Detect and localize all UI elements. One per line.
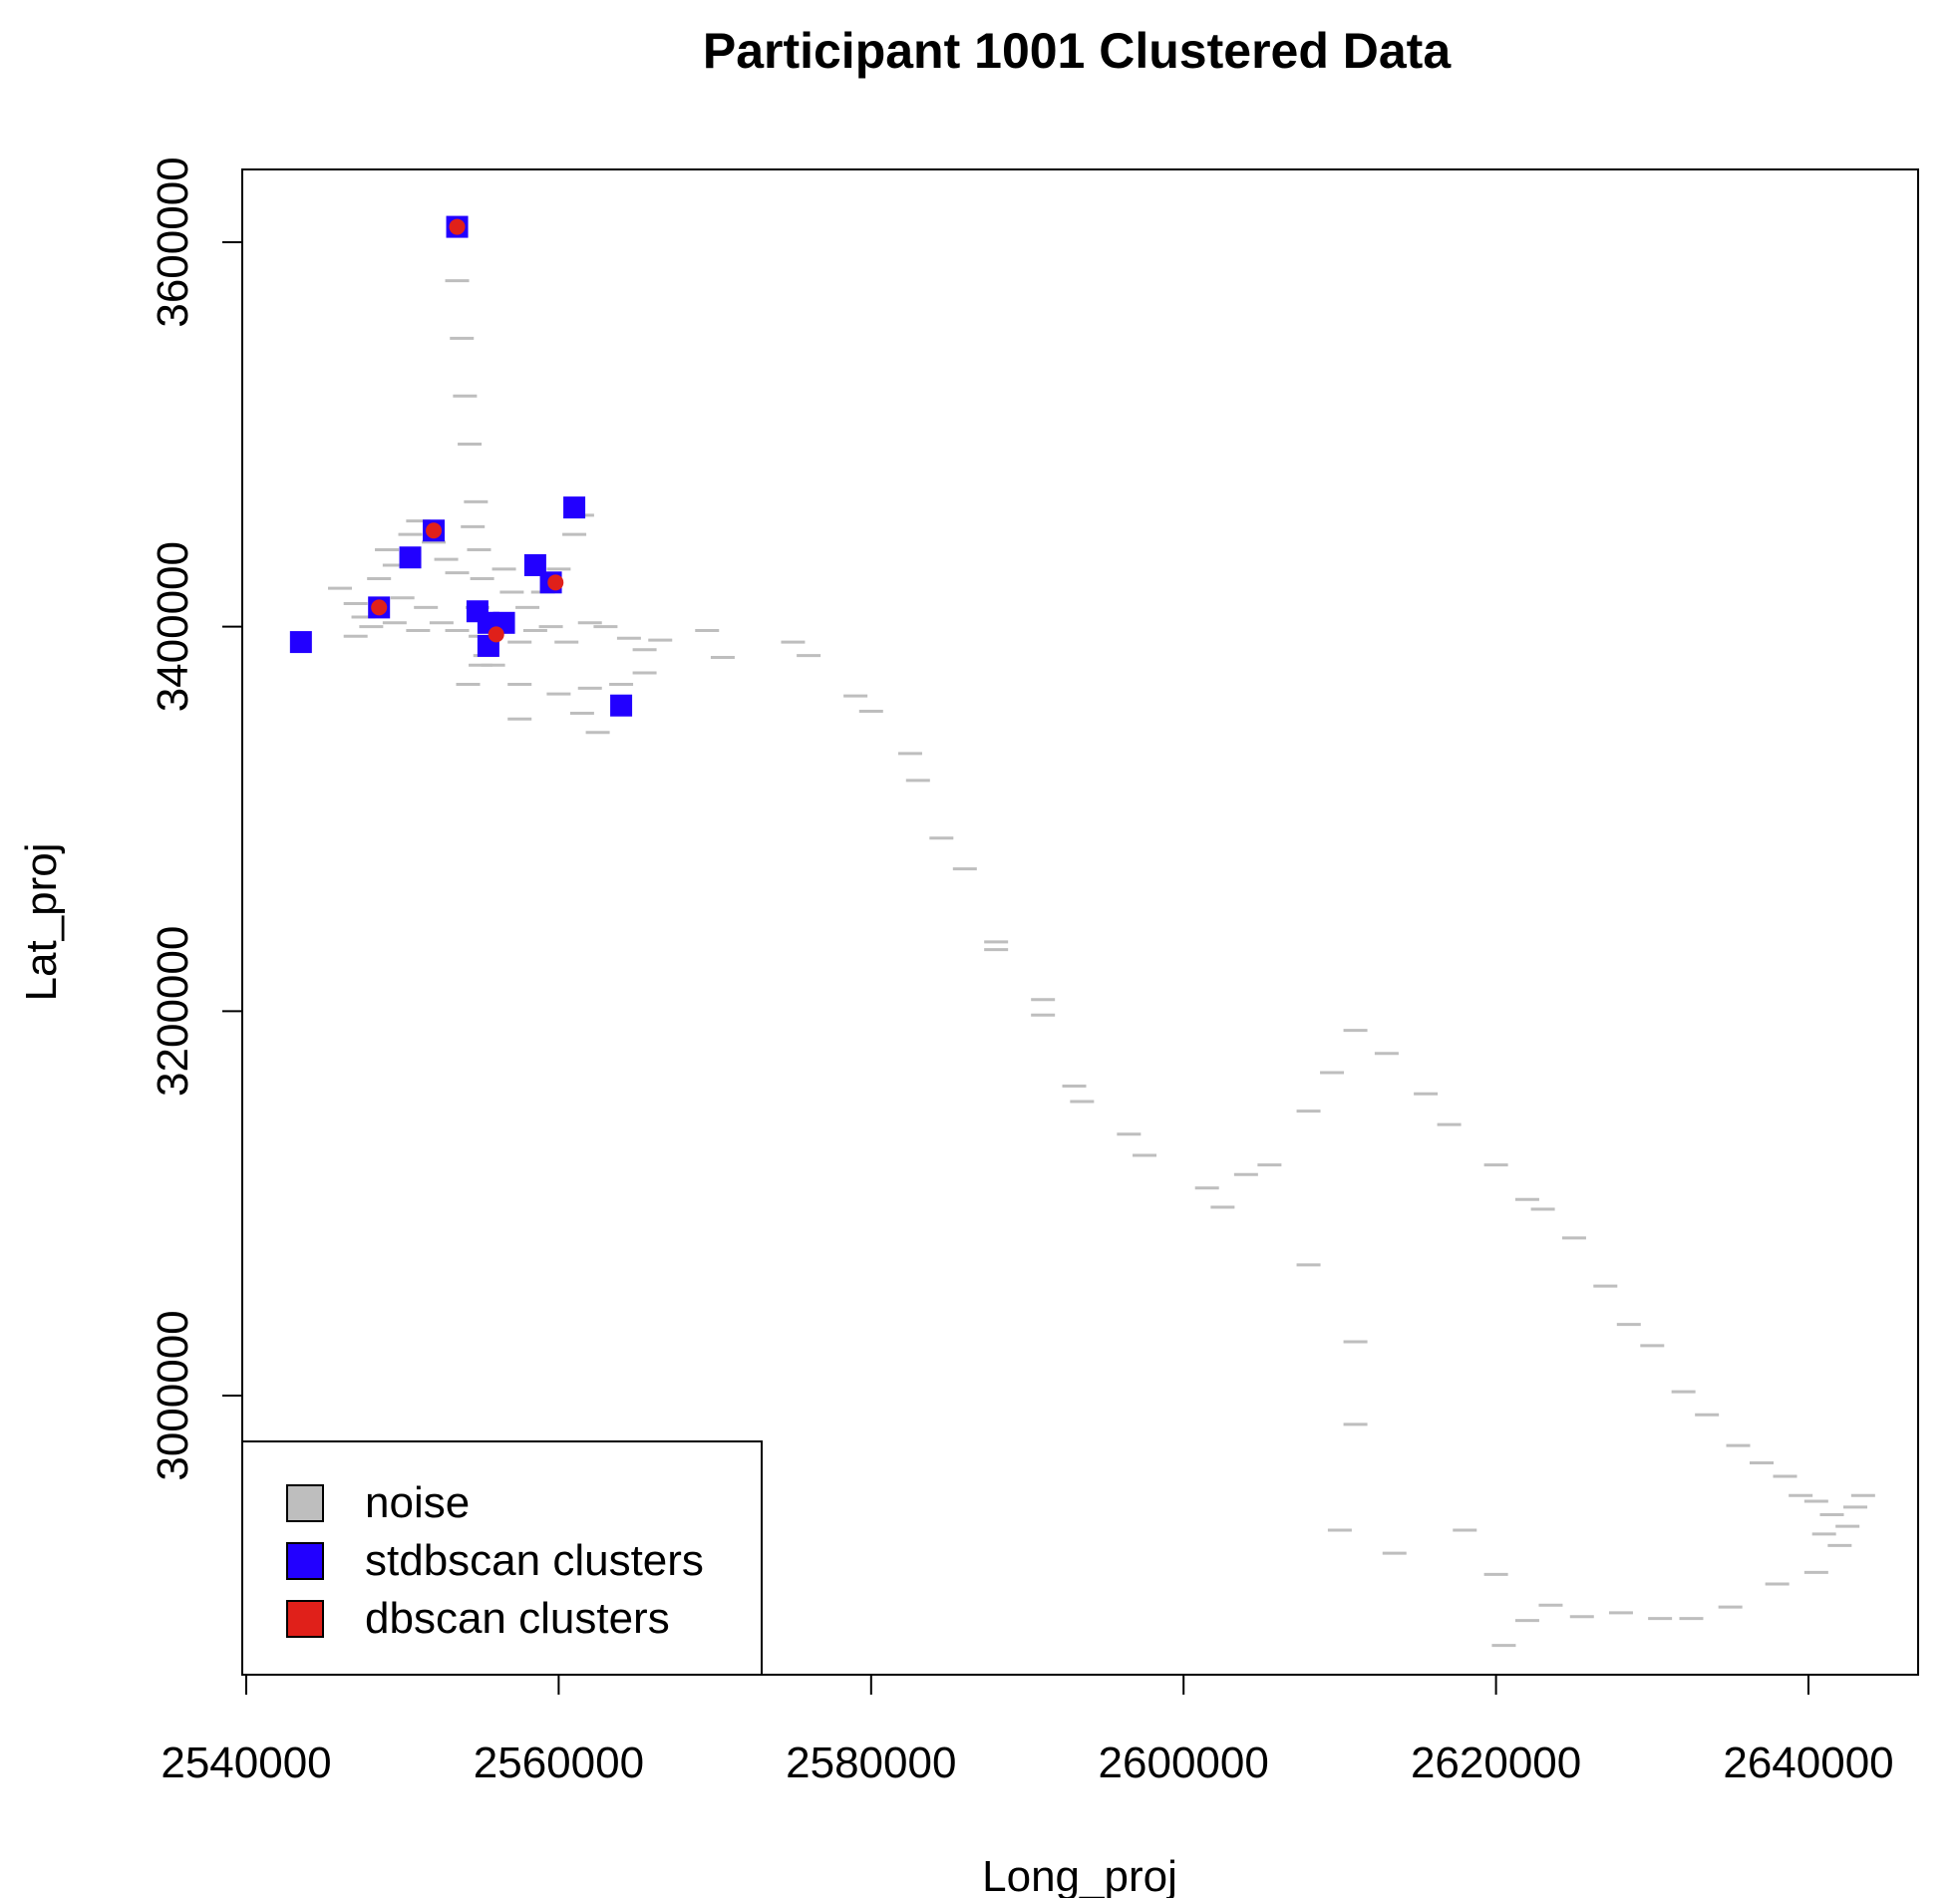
x-tick-label: 2640000 xyxy=(1723,1739,1893,1787)
legend-box xyxy=(241,1440,763,1676)
x-axis: 2540000 2560000 2580000 2600000 2620000 26400… xyxy=(161,1674,1894,1787)
chart-title: Participant 1001 Clustered Data xyxy=(703,23,1452,79)
plot-content xyxy=(289,215,1875,1648)
legend-label-dbscan: dbscan clusters xyxy=(365,1594,670,1643)
x-tick-label: 2620000 xyxy=(1411,1739,1581,1787)
dbscan-point xyxy=(547,574,564,591)
dbscan-point xyxy=(371,599,388,616)
dbscan-point xyxy=(488,626,504,643)
legend-swatch-noise xyxy=(286,1484,324,1522)
stdbscan-point xyxy=(399,546,422,569)
legend-swatch-stdbscan xyxy=(286,1542,324,1580)
stdbscan-point xyxy=(523,553,546,576)
y-tick-label: 3600000 xyxy=(149,157,197,327)
legend-label-stdbscan: stdbscan clusters xyxy=(365,1536,704,1585)
x-tick-label: 2560000 xyxy=(474,1739,644,1787)
stdbscan-point xyxy=(563,496,586,519)
y-axis-label: Lat_proj xyxy=(17,842,66,1001)
x-tick-label: 2580000 xyxy=(786,1739,956,1787)
legend-label-noise: noise xyxy=(365,1478,470,1527)
x-tick-label: 2540000 xyxy=(161,1739,331,1787)
x-tick-label: 2600000 xyxy=(1099,1739,1269,1787)
y-tick-label: 3000000 xyxy=(149,1310,197,1480)
y-tick-label: 3400000 xyxy=(149,541,197,712)
series-dbscan-clusters xyxy=(371,218,564,643)
x-axis-label: Long_proj xyxy=(982,1852,1177,1898)
y-tick-label: 3200000 xyxy=(149,926,197,1097)
dbscan-point xyxy=(426,522,443,539)
stdbscan-point xyxy=(610,694,633,717)
legend-swatch-dbscan xyxy=(286,1600,324,1638)
y-axis: 3000000 3200000 3400000 3600000 xyxy=(149,157,243,1481)
dbscan-point xyxy=(449,218,466,235)
legend: noise stdbscan clusters dbscan clusters xyxy=(241,1440,763,1676)
stdbscan-point xyxy=(289,631,312,654)
series-stdbscan-clusters xyxy=(289,215,633,717)
